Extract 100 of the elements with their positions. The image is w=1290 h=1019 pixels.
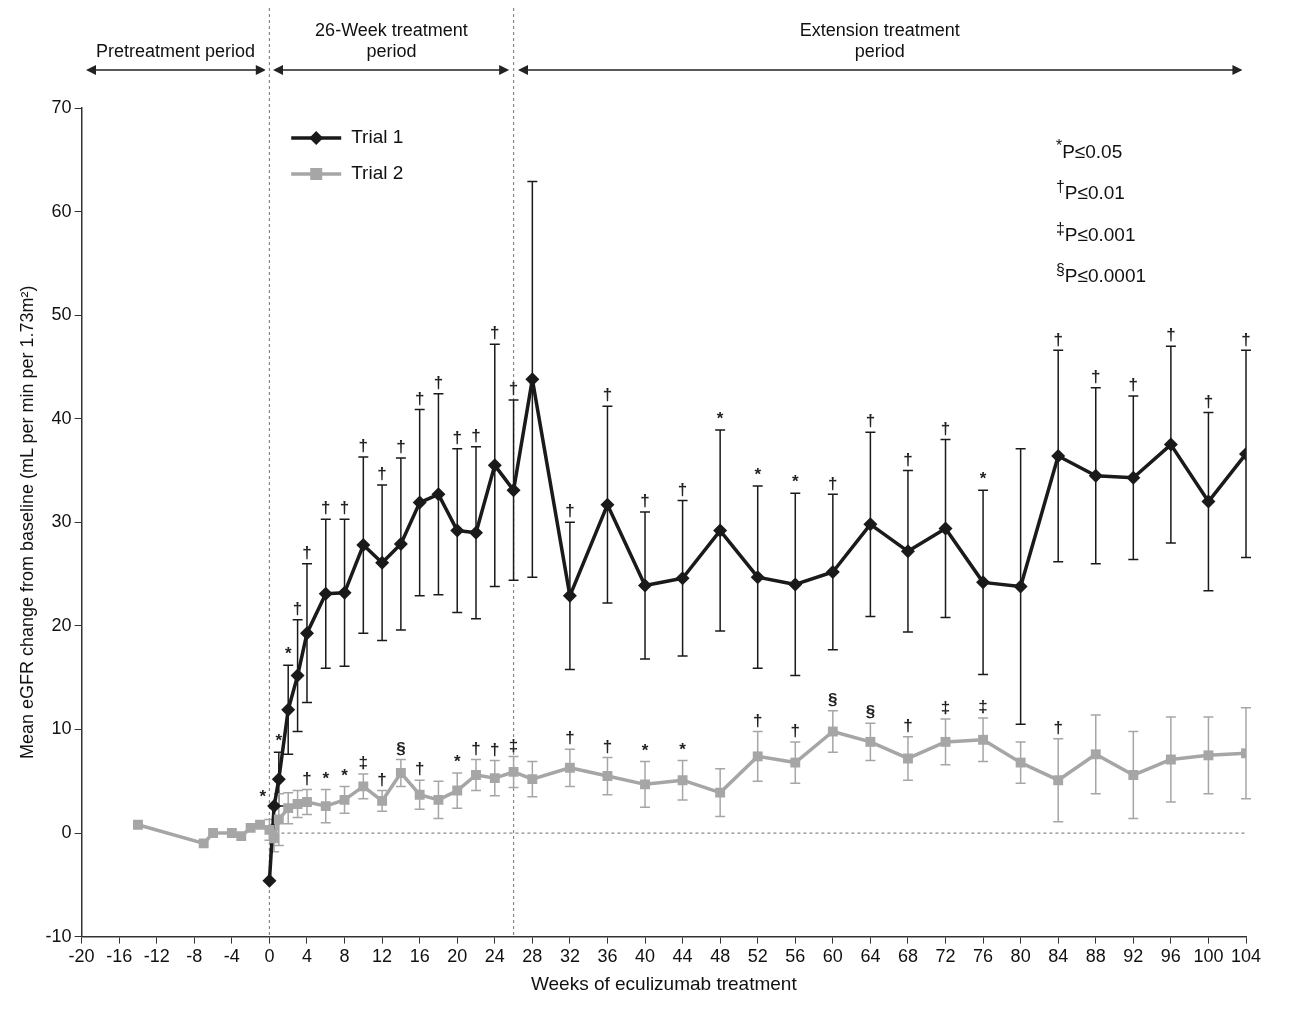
annotation: * [979,469,987,489]
point [245,822,256,833]
annotation: ‡ [940,698,951,718]
annotation: † [1053,329,1063,349]
point [431,487,446,502]
point [433,794,444,805]
point [865,736,876,747]
point [377,795,388,806]
annotation: * [716,409,724,429]
annotation: † [471,738,481,758]
point [938,521,953,536]
y-tick-label: 20 [51,614,72,635]
point [320,801,331,812]
annotation: † [1203,391,1214,411]
x-tick-label: 88 [1085,946,1106,967]
x-tick-label: 100 [1193,946,1224,967]
point [976,575,991,590]
point [255,819,265,830]
point [713,523,728,538]
point [450,523,465,538]
annotation: † [490,323,500,343]
point [302,797,312,807]
point [1203,750,1214,761]
point [489,773,500,784]
point [1088,468,1103,483]
point [825,565,840,580]
x-tick-label: 68 [897,946,918,967]
x-tick-label: -16 [106,946,133,967]
x-tick-label: 52 [747,946,768,967]
point [1051,449,1066,464]
annotation: † [602,736,613,756]
point [133,819,143,830]
point [715,787,726,798]
annotation: $^{§}$P≤0.0001 [1056,260,1147,289]
point [790,757,801,768]
annotation: † [292,598,303,618]
x-tick-label: 64 [860,946,881,967]
point [1053,775,1064,786]
x-tick-label: 12 [372,946,393,967]
x-tick-label: -20 [68,946,95,967]
annotation: † [302,542,312,562]
point [1015,757,1026,768]
x-tick-label: 96 [1160,946,1181,967]
y-tick-label: 0 [61,821,72,842]
annotation: ‡ [358,753,369,773]
annotation: † [452,427,462,447]
point [198,838,209,849]
x-tick-label: 0 [264,946,275,967]
annotation: § [396,738,406,758]
annotation: * [641,740,649,760]
point [471,770,481,780]
x-tick-label: 80 [1010,946,1031,967]
point [236,831,247,842]
legend-label: Trial 2 [351,162,404,184]
point [1090,749,1101,760]
point [602,771,613,782]
x-tick-label: 48 [710,946,731,967]
annotation: † [940,418,951,438]
annotation: † [302,768,312,788]
annotation: † [414,759,425,779]
annotation: † [565,728,575,748]
annotation: † [1166,325,1176,345]
point [900,544,915,559]
point [226,828,237,838]
point [863,517,878,532]
point [375,555,390,570]
point [208,828,219,838]
x-tick-label: 4 [301,946,312,967]
x-tick-label: 84 [1048,946,1069,967]
y-tick-label: 60 [51,200,72,221]
annotation: * [754,465,762,485]
point [339,794,350,805]
point [1165,754,1176,765]
x-tick-label: 20 [447,946,468,967]
x-tick-label: 40 [635,946,656,967]
point [452,785,463,796]
point [564,762,575,773]
point [292,799,303,809]
annotation: † [377,769,387,789]
annotation: ‡ [978,697,988,717]
point [262,873,277,888]
text: Pretreatment period [95,41,256,62]
point [506,483,521,498]
x-tick-label: 28 [522,946,543,967]
point [412,495,427,510]
annotation: † [339,498,350,518]
point [271,772,286,787]
annotation: † [828,473,838,493]
annotation: † [471,425,481,445]
point [356,538,371,553]
point [1201,494,1216,509]
y-tick-label: 70 [51,96,72,117]
y-tick-label: 10 [51,718,72,739]
point [675,571,690,586]
x-tick-label: 76 [973,946,994,967]
annotation: * [453,752,461,772]
point [677,775,688,786]
annotation: § [865,702,876,722]
point [527,774,538,785]
point [1128,770,1139,780]
